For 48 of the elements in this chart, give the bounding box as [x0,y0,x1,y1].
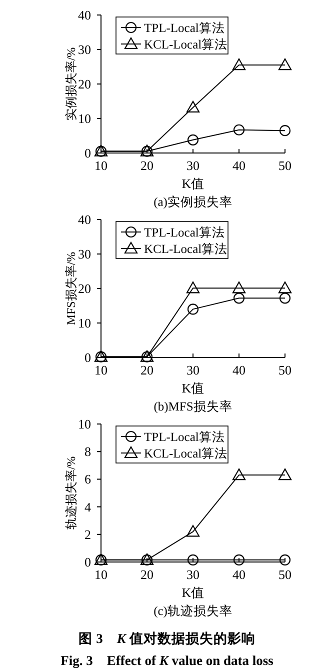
x-tick-label: 20 [140,158,154,173]
x-axis-title: K值 [182,585,204,600]
y-tick-label: 40 [78,212,91,227]
x-tick-label: 50 [278,362,292,378]
y-tick-label: 10 [78,316,91,330]
y-tick-label: 30 [78,246,91,262]
legend-label: TPL-Local算法 [144,226,225,240]
x-tick-label: 40 [232,362,246,378]
y-axis-title: 实例损失率/% [64,47,78,121]
y-tick-label: 10 [78,416,91,432]
x-tick-label: 30 [186,158,200,173]
y-tick-label: 10 [78,111,91,126]
x-tick-label: 40 [232,567,246,582]
x-tick-label: 10 [94,158,108,173]
x-tick-label: 40 [232,158,246,173]
x-tick-label: 30 [186,567,200,582]
y-tick-label: 2 [84,526,91,542]
x-tick-label: 20 [140,567,154,582]
text: (c)轨迹损失率 [154,603,232,618]
y-tick-label: 0 [84,350,91,365]
x-tick-label: 10 [94,567,108,582]
x-tick-label: 10 [94,362,108,378]
y-tick-label: 20 [78,76,91,92]
y-tick-label: 6 [84,472,92,487]
y-tick-label: 20 [78,281,91,296]
legend-label: KCL-Local算法 [144,242,228,256]
legend-label: KCL-Local算法 [144,446,228,460]
y-tick-label: 40 [78,8,91,22]
caption: 图 3 K 值对数据损失的影响 [78,631,256,646]
x-tick-label: 30 [186,362,200,378]
y-tick-label: 30 [78,42,91,57]
y-tick-label: 0 [84,146,91,160]
x-tick-label: 50 [278,567,292,582]
x-axis-title: K值 [182,380,204,396]
y-axis-title: 轨迹损失率/% [64,456,78,530]
y-tick-label: 0 [84,554,91,570]
x-tick-label: 50 [278,158,292,173]
text: (b)MFS损失率 [154,398,232,414]
x-axis-title: K值 [182,176,204,191]
caption: Fig. 3 Effect of K value on data loss [60,653,274,668]
y-tick-label: 4 [84,499,92,514]
x-tick-label: 20 [140,362,154,378]
y-axis-title: MFS损失率/% [64,252,78,326]
legend-label: KCL-Local算法 [144,38,228,52]
legend-label: TPL-Local算法 [144,21,225,35]
legend-label: TPL-Local算法 [144,430,225,444]
y-tick-label: 8 [84,444,91,460]
text: (a)实例损失率 [154,194,232,209]
